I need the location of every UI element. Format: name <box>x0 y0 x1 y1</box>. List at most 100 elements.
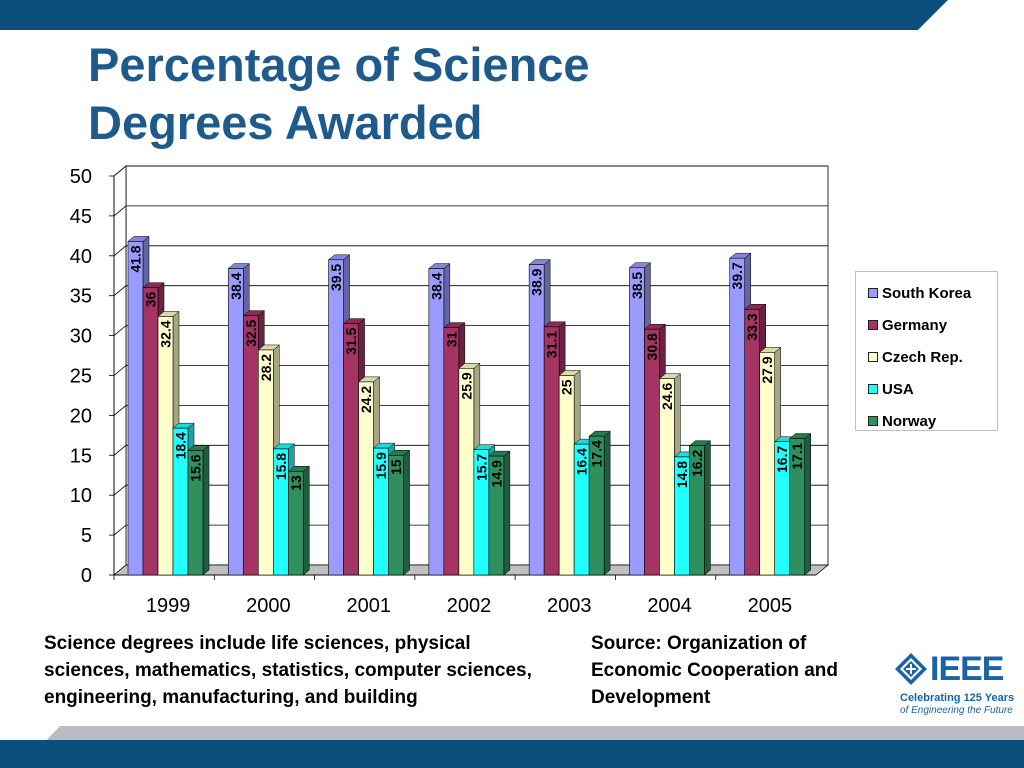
y-tick-label: 50 <box>70 166 92 188</box>
data-label: 31.1 <box>544 331 560 358</box>
data-label: 24.6 <box>659 382 675 409</box>
gridline <box>113 245 828 257</box>
logo-tagline-2: of Engineering the Future <box>900 705 1013 716</box>
top-banner-dark <box>0 0 948 30</box>
bar <box>227 268 244 576</box>
data-label: 15.7 <box>473 454 489 481</box>
data-label: 38.4 <box>228 272 244 299</box>
bar-side <box>202 444 210 576</box>
slide-title: Percentage of Science Degrees Awarded <box>88 36 788 152</box>
gridline <box>113 325 828 336</box>
gridline <box>113 404 828 416</box>
bar <box>588 435 605 576</box>
data-label: 24.2 <box>358 386 374 413</box>
logo-tagline-1: Celebrating 125 Years <box>900 692 1015 704</box>
legend-item: USA <box>856 373 997 405</box>
bar-side <box>303 465 310 576</box>
x-tick-label: 2002 <box>447 595 492 617</box>
data-label: 39.7 <box>729 262 745 289</box>
definition-note: Science degrees include life sciences, p… <box>44 633 532 708</box>
bar <box>242 315 259 576</box>
y-tick-label: 0 <box>81 565 92 587</box>
top-banner-light <box>918 0 1024 30</box>
data-label: 14.9 <box>488 460 504 487</box>
bar-side <box>804 433 811 576</box>
bar <box>543 326 560 576</box>
legend-label: South Korea <box>882 284 972 302</box>
data-label: 27.9 <box>759 356 775 383</box>
y-tick-label: 40 <box>70 246 92 268</box>
bar <box>287 470 304 576</box>
x-tick-label: 2004 <box>647 595 692 617</box>
bar <box>142 287 159 576</box>
x-tick-label: 2003 <box>547 595 592 617</box>
bottom-banner <box>0 726 1024 768</box>
data-label: 31.5 <box>343 327 359 354</box>
data-label: 28.2 <box>258 354 274 381</box>
data-label: 17.4 <box>589 440 605 467</box>
legend-item: Czech Rep. <box>856 341 997 373</box>
x-tick-label: 2001 <box>346 595 391 617</box>
legend-swatch <box>868 384 878 394</box>
bottom-banner-dark <box>0 740 1024 768</box>
legend-label: Czech Rep. <box>882 348 963 366</box>
bar <box>443 327 460 576</box>
data-label: 14.8 <box>674 461 690 488</box>
data-label: 30.8 <box>644 333 660 360</box>
x-tick-label: 2005 <box>748 595 793 617</box>
bar <box>789 438 806 576</box>
data-label: 38.4 <box>428 272 444 299</box>
ieee-diamond-icon <box>895 653 927 685</box>
data-label: 39.5 <box>328 264 344 291</box>
data-label: 15.9 <box>373 452 389 479</box>
legend-item: Norway <box>856 405 997 437</box>
legend-item: South Korea <box>856 277 997 309</box>
bar <box>157 316 174 576</box>
data-label: 33.3 <box>744 313 760 340</box>
bar <box>744 308 761 576</box>
y-tick-label: 45 <box>70 206 92 228</box>
data-label: 41.8 <box>128 245 144 272</box>
gridline <box>113 205 828 217</box>
logo-wordmark: IEEE <box>930 650 1004 688</box>
bar-chart: 05101520253035404550199941.83632.418.415… <box>70 165 830 617</box>
y-tick-label: 10 <box>70 485 92 507</box>
bar <box>759 352 776 576</box>
legend-label: Norway <box>882 412 937 430</box>
data-label: 13 <box>288 475 304 491</box>
bar <box>689 445 705 576</box>
data-label: 18.4 <box>173 432 189 459</box>
bar <box>428 268 445 576</box>
legend-swatch <box>868 416 878 426</box>
bar <box>257 349 274 576</box>
data-label: 32.4 <box>158 320 174 347</box>
legend-swatch <box>868 320 878 330</box>
y-tick-label: 35 <box>70 286 92 308</box>
bar <box>488 455 505 576</box>
y-tick-label: 30 <box>70 326 92 348</box>
bar-side <box>503 450 511 576</box>
y-tick-label: 20 <box>70 405 92 427</box>
title-line-2: Degrees Awarded <box>88 96 483 149</box>
bar <box>558 375 575 576</box>
legend-swatch <box>868 288 878 298</box>
ieee-logo: IEEE Celebrating 125 Years of Engineerin… <box>894 650 1014 720</box>
source-note: Source: Organization of Economic Coopera… <box>591 633 839 708</box>
title-line-1: Percentage of Science <box>88 38 590 91</box>
legend-label: Germany <box>882 316 948 334</box>
data-label: 16.2 <box>689 450 705 477</box>
data-label: 31 <box>443 331 459 347</box>
legend-item: Germany <box>856 309 997 341</box>
bar <box>343 323 359 576</box>
bar <box>187 450 204 576</box>
gridline <box>113 165 828 177</box>
bar <box>328 259 344 576</box>
y-tick-label: 15 <box>70 445 92 467</box>
x-tick-label: 1999 <box>146 595 191 617</box>
x-tick-label: 2000 <box>246 595 291 617</box>
y-tick-label: 5 <box>81 525 92 547</box>
y-tick-label: 25 <box>70 366 92 388</box>
legend-swatch <box>868 352 878 362</box>
bar <box>127 241 144 576</box>
top-banner <box>0 0 1024 30</box>
